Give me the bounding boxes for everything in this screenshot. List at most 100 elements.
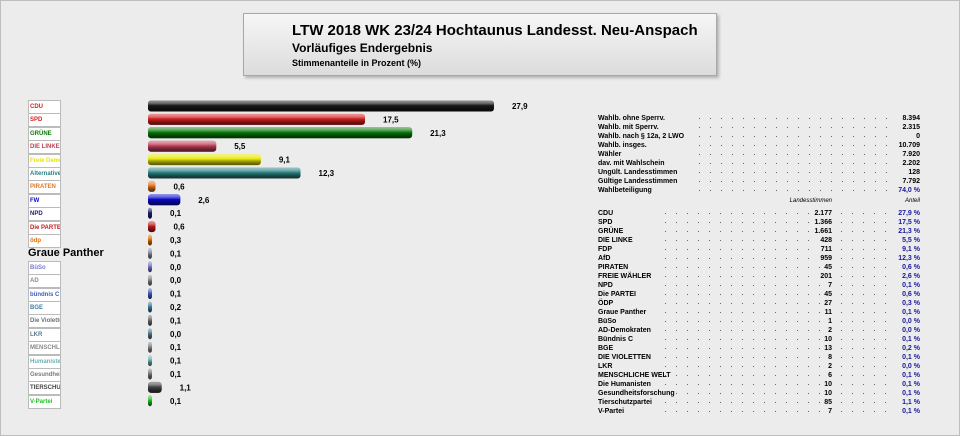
result-party: BüSo [598,318,617,325]
result-row: AD-Demokraten 2 0,0 % [598,326,920,335]
result-votes: 10 [822,389,832,398]
result-votes: 959 [818,254,832,263]
result-row: ÖDP 27 0,3 % [598,299,920,308]
result-party: Die Humanisten [598,381,651,388]
result-row: BüSo 1 0,0 % [598,317,920,326]
result-share: 0,1 % [900,371,920,380]
bar-value-label: 27,9 [512,102,528,111]
leader-dots [694,133,892,140]
result-row: BGE 13 0,2 % [598,344,920,353]
result-votes: 13 [822,344,832,353]
result-party: GRÜNE [598,228,624,235]
result-votes: 2 [826,362,832,371]
party-logo: V-Partei [28,394,61,409]
result-party: Graue Panther [598,309,647,316]
result-row: Bündnis C 10 0,1 % [598,335,920,344]
result-row: Die Humanisten 10 0,1 % [598,380,920,389]
result-share: 0,3 % [900,299,920,308]
result-votes: 201 [818,272,832,281]
result-party: MENSCHLICHE WELT [598,372,671,379]
bar-value-label: 17,5 [383,115,399,124]
leader-dots [660,399,888,406]
result-party: Tierschutzpartei [598,399,652,406]
result-party: PIRATEN [598,264,629,271]
result-party: DIE LINKE [598,237,633,244]
bar-shading [148,207,152,219]
bar-value-label: 0,2 [170,303,182,312]
leader-dots [660,291,888,298]
bar-chart: 27,9 17,5 21,3 5,5 9,1 12,3 0,6 2,6 0,1 0,6 0,3 0,1… [148,100,528,407]
results-table: CDU 2.177 27,9 % SPD 1.366 17,5 % GRÜNE 1.661 21… [598,209,920,416]
bar-shading [148,288,152,300]
leader-dots [660,372,888,379]
leader-dots [660,327,888,334]
bar-shading [148,221,156,233]
stat-row: Wahlb. insges. 10.709 [598,141,920,150]
stat-label: Gültige Landesstimmen [598,178,678,185]
stat-row: Wahlb. ohne Sperrv. 8.394 [598,114,920,123]
result-row: Tierschutzpartei 85 1,1 % [598,398,920,407]
leader-dots [694,178,892,185]
chart-subtitle-2: Stimmenanteile in Prozent (%) [292,58,422,68]
result-row: SPD 1.366 17,5 % [598,218,920,227]
result-share: 0,0 % [900,317,920,326]
result-share: 0,0 % [900,362,920,371]
bar-value-label: 0,0 [170,330,182,339]
stat-row: dav. mit Wahlschein 2.202 [598,159,920,168]
result-share: 0,1 % [900,389,920,398]
bar-shading [148,113,365,125]
result-votes: 2.177 [812,209,832,218]
result-row: PIRATEN 45 0,6 % [598,263,920,272]
bar-shading [148,180,156,192]
leader-dots [694,142,892,149]
result-share: 0,2 % [900,344,920,353]
leader-dots [660,363,888,370]
bar-shading [148,234,152,246]
bar-value-label: 0,3 [170,236,182,245]
result-row: Graue Panther 11 0,1 % [598,308,920,317]
result-share: 27,9 % [896,209,920,218]
stat-label: Wahlb. nach § 12a, 2 LWO [598,133,685,140]
stat-value: 7.792 [902,178,920,185]
result-party: V-Partei [598,408,625,415]
leader-dots [694,115,892,122]
bar-shading [148,261,152,273]
stat-value: 8.394 [902,115,920,122]
leader-dots [660,336,888,343]
result-party: Bündnis C [598,336,633,343]
result-votes: 711 [818,245,832,254]
leader-dots [660,210,888,217]
bar-value-label: 0,1 [170,290,182,299]
votes-column-header: Landesstimmen [789,198,832,204]
bar-value-label: 0,1 [170,343,182,352]
result-votes: 6 [826,371,832,380]
result-row: AfD 959 12,3 % [598,254,920,263]
party-logo: Graue Panther [28,247,104,260]
leader-dots [694,124,892,131]
result-row: FDP 711 9,1 % [598,245,920,254]
stat-row: Wahlb. mit Sperrv. 2.315 [598,123,920,132]
leader-dots [660,345,888,352]
result-party: AfD [598,255,611,262]
result-share: 5,5 % [900,236,920,245]
leader-dots [694,169,892,176]
party-logo: GRÜNE [28,126,61,141]
leader-dots [660,318,888,325]
result-share: 0,1 % [900,335,920,344]
bar-value-label: 21,3 [430,129,446,138]
leader-dots [660,381,888,388]
bar-shading [148,140,217,152]
share-column-header: Anteil [904,198,920,204]
result-share: 0,1 % [900,281,920,290]
stat-value: 0 [916,133,920,140]
leader-dots [660,246,888,253]
result-votes: 8 [826,353,832,362]
bar-value-label: 0,1 [170,357,182,366]
leader-dots [660,282,888,289]
bar-shading [148,154,261,166]
result-row: DIE VIOLETTEN 8 0,1 % [598,353,920,362]
bar-value-label: 0,6 [173,223,185,232]
stat-row: Wähler 7.920 [598,150,920,159]
stat-value: 74,0 % [898,187,920,194]
leader-dots [660,390,888,397]
